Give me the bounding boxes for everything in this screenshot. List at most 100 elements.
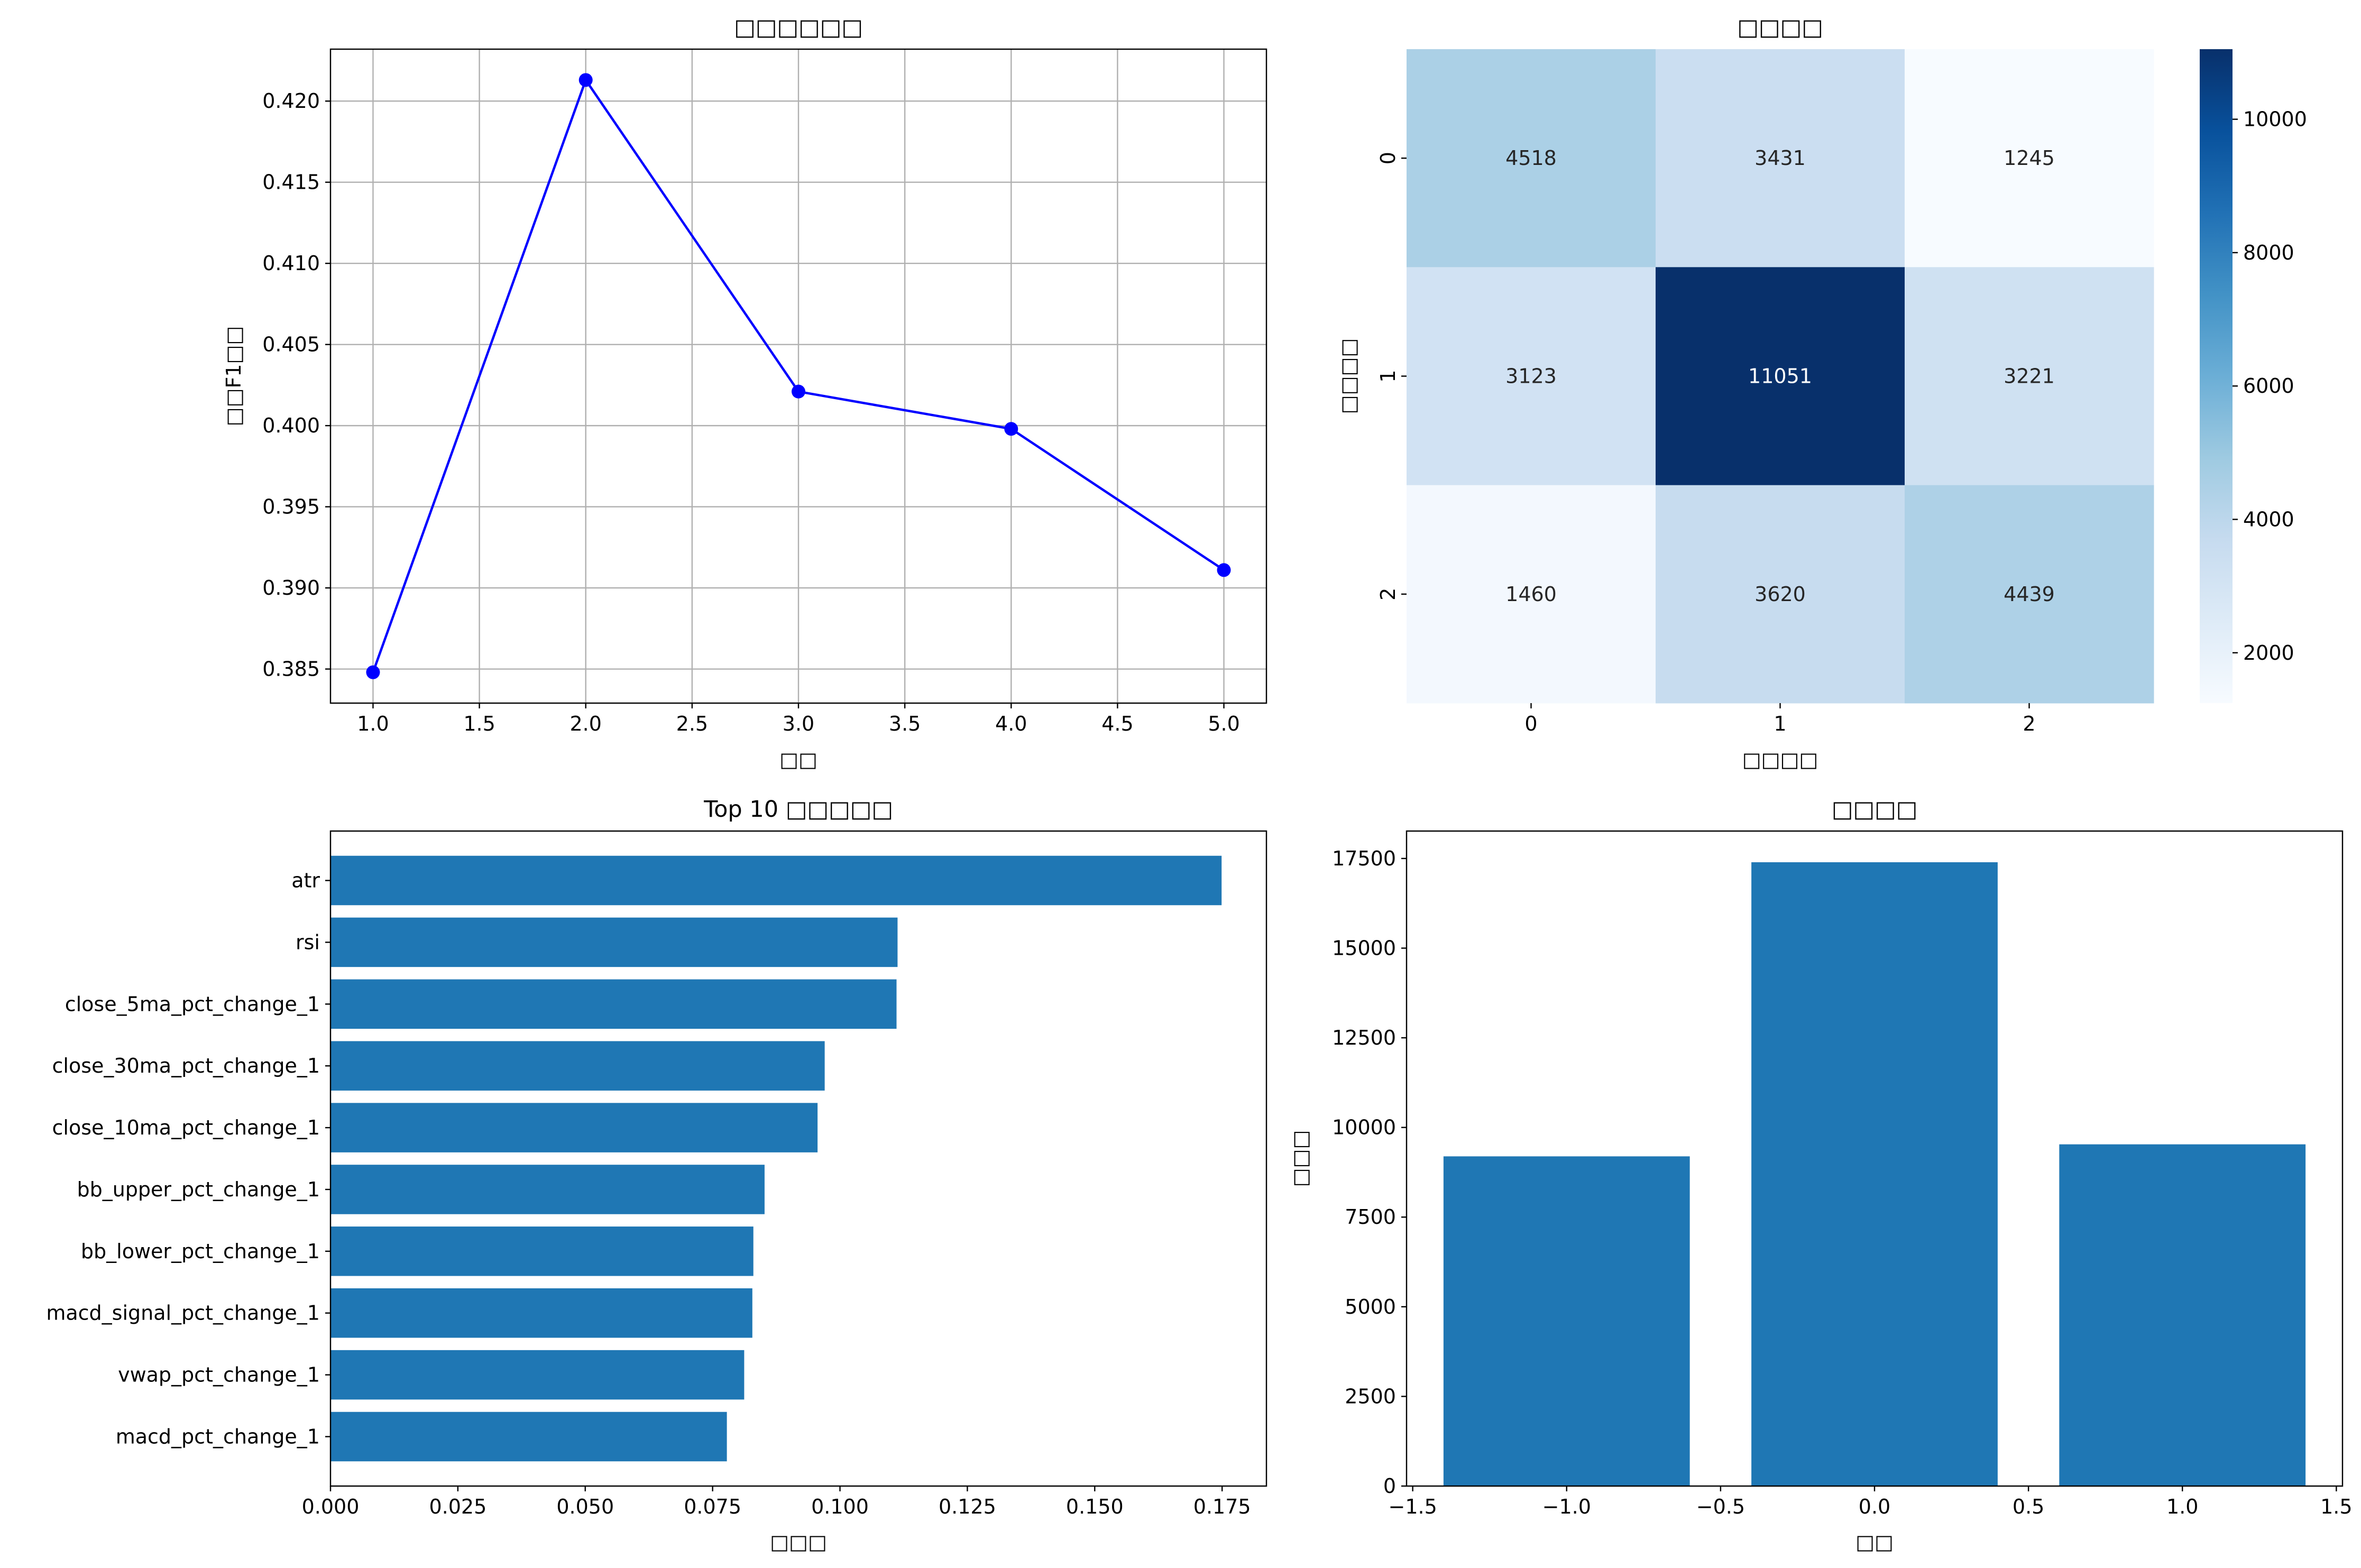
y-tick-label: close_10ma_pct_change_1 xyxy=(52,1116,320,1139)
x-tick-label: 1 xyxy=(1774,712,1786,735)
y-tick-label: bb_lower_pct_change_1 xyxy=(81,1240,320,1263)
x-tick-label: 2.0 xyxy=(570,712,602,735)
cell-value-label: 4518 xyxy=(1505,146,1557,170)
cell-value-label: 1460 xyxy=(1505,583,1557,606)
x-tick-label: 4.0 xyxy=(995,712,1027,735)
y-tick-label: 15000 xyxy=(1332,936,1396,960)
y-tick-label: 0 xyxy=(1383,1474,1396,1498)
chart-title: Top 10 □□□□□ xyxy=(703,796,893,823)
bar xyxy=(1443,1156,1690,1486)
y-tick-label: atr xyxy=(291,869,320,892)
x-tick-label: 3.5 xyxy=(889,712,921,735)
x-tick-label: 0.000 xyxy=(302,1495,360,1518)
y-tick-label: 0.390 xyxy=(262,576,320,599)
x-tick-label: 0.150 xyxy=(1066,1495,1124,1518)
y-tick-label: close_30ma_pct_change_1 xyxy=(52,1054,320,1077)
x-tick-label: 1.5 xyxy=(2320,1495,2352,1518)
x-tick-label: −1.5 xyxy=(1389,1495,1437,1518)
cell-value-label: 3431 xyxy=(1754,146,1806,170)
y-tick-label: macd_signal_pct_change_1 xyxy=(46,1302,320,1325)
distribution-chart: −1.5 −1.0 −0.5 0.0 0.5 1.0 1.5 0 2500 5000 7500 100… xyxy=(1289,796,2353,1554)
y-tick-label: 2 xyxy=(1376,588,1400,601)
x-tick-label: 0.175 xyxy=(1193,1495,1251,1518)
heatmap-cell xyxy=(1905,267,2154,486)
chart-title: □□□□ xyxy=(1832,796,1918,823)
bar xyxy=(330,917,898,967)
x-tick-label: 0 xyxy=(1524,712,1537,735)
cell-value-label: 11051 xyxy=(1748,365,1812,388)
chart-title: □□□□□□ xyxy=(734,14,863,41)
line-chart: 1.0 1.5 2.0 2.5 3.0 3.5 4.0 4.5 5.0 0.385 0.390 0.3… xyxy=(222,14,1267,771)
bar xyxy=(330,1226,754,1276)
heatmap-chart: 4518 3431 1245 3123 11051 3221 1460 3620 4439 0 1 2… xyxy=(1337,14,2307,771)
y-tick-label: 5000 xyxy=(1345,1295,1396,1318)
x-tick-label: 0.075 xyxy=(684,1495,741,1518)
bar xyxy=(2059,1144,2306,1486)
y-tick-label: macd_pct_change_1 xyxy=(116,1425,320,1448)
y-tick-label: rsi xyxy=(296,930,320,954)
bar xyxy=(330,1103,818,1152)
x-tick-label: −1.0 xyxy=(1542,1495,1591,1518)
colorbar-tick-label: 10000 xyxy=(2243,108,2307,131)
bar xyxy=(330,1165,765,1214)
x-tick-label: 0.125 xyxy=(939,1495,996,1518)
cell-value-label: 3123 xyxy=(1505,365,1557,388)
x-tick-label: 2.5 xyxy=(676,712,708,735)
feature-importance-chart: atr rsi close_5ma_pct_change_1 close_30ma_p… xyxy=(46,796,1267,1554)
x-tick-label: 0.050 xyxy=(556,1495,614,1518)
colorbar-tick-label: 2000 xyxy=(2243,641,2294,665)
cell-value-label: 4439 xyxy=(2004,583,2055,606)
bar xyxy=(330,855,1222,906)
x-tick-label: 1.5 xyxy=(463,712,495,735)
bar xyxy=(330,1412,727,1462)
x-tick-label: −0.5 xyxy=(1696,1495,1745,1518)
x-tick-label: 0.100 xyxy=(811,1495,869,1518)
axes-frame xyxy=(1405,830,2344,1487)
y-tick-label: bb_upper_pct_change_1 xyxy=(77,1178,320,1201)
x-tick-label: 5.0 xyxy=(1208,712,1239,735)
y-axis-label: □□F1□□ xyxy=(222,326,245,427)
y-tick-label: 0.420 xyxy=(262,89,320,113)
y-tick-label: 17500 xyxy=(1332,847,1396,870)
x-tick-label: 1.0 xyxy=(357,712,389,735)
y-tick-label: close_5ma_pct_change_1 xyxy=(65,992,320,1016)
x-tick-label: 0.025 xyxy=(429,1495,486,1518)
bar xyxy=(330,979,897,1029)
data-point xyxy=(792,384,805,399)
x-tick-label: 3.0 xyxy=(783,712,814,735)
cell-value-label: 3221 xyxy=(2004,365,2055,388)
chart-title: □□□□ xyxy=(1737,14,1823,41)
heatmap-cell xyxy=(1407,267,1656,486)
axes-frame xyxy=(329,830,1267,1487)
y-tick-label: 0.415 xyxy=(262,171,320,194)
x-tick-label: 0.0 xyxy=(1859,1495,1890,1518)
x-tick-label: 4.5 xyxy=(1101,712,1133,735)
colorbar-tick-label: 4000 xyxy=(2243,508,2294,531)
axes-frame xyxy=(329,48,1267,704)
x-axis-label: □□□ xyxy=(770,1530,827,1554)
colorbar xyxy=(2200,49,2233,703)
data-point xyxy=(578,73,593,87)
x-axis-label: □□ xyxy=(1855,1530,1894,1554)
y-tick-label: 1 xyxy=(1376,370,1400,382)
y-tick-label: 10000 xyxy=(1332,1116,1396,1139)
x-tick-label: 2 xyxy=(2023,712,2035,735)
bar xyxy=(330,1350,745,1400)
cell-value-label: 3620 xyxy=(1754,583,1806,606)
bar xyxy=(330,1288,752,1338)
y-tick-label: 7500 xyxy=(1345,1205,1396,1229)
y-tick-label: 2500 xyxy=(1345,1385,1396,1408)
heatmap-cell xyxy=(1656,49,1905,268)
y-axis-label: □□□□ xyxy=(1337,338,1360,414)
x-axis-label: □□□□ xyxy=(1742,748,1818,771)
colorbar-tick-label: 6000 xyxy=(2243,374,2294,398)
y-axis-label: □□□ xyxy=(1289,1130,1312,1187)
y-tick-label: 0.400 xyxy=(262,414,320,437)
y-tick-label: 0.410 xyxy=(262,252,320,275)
x-tick-label: 0.5 xyxy=(2013,1495,2044,1518)
heatmap-cell xyxy=(1905,49,2154,268)
heatmap-cell xyxy=(1407,485,1656,704)
bar xyxy=(1751,862,1998,1486)
data-point xyxy=(1217,563,1231,577)
